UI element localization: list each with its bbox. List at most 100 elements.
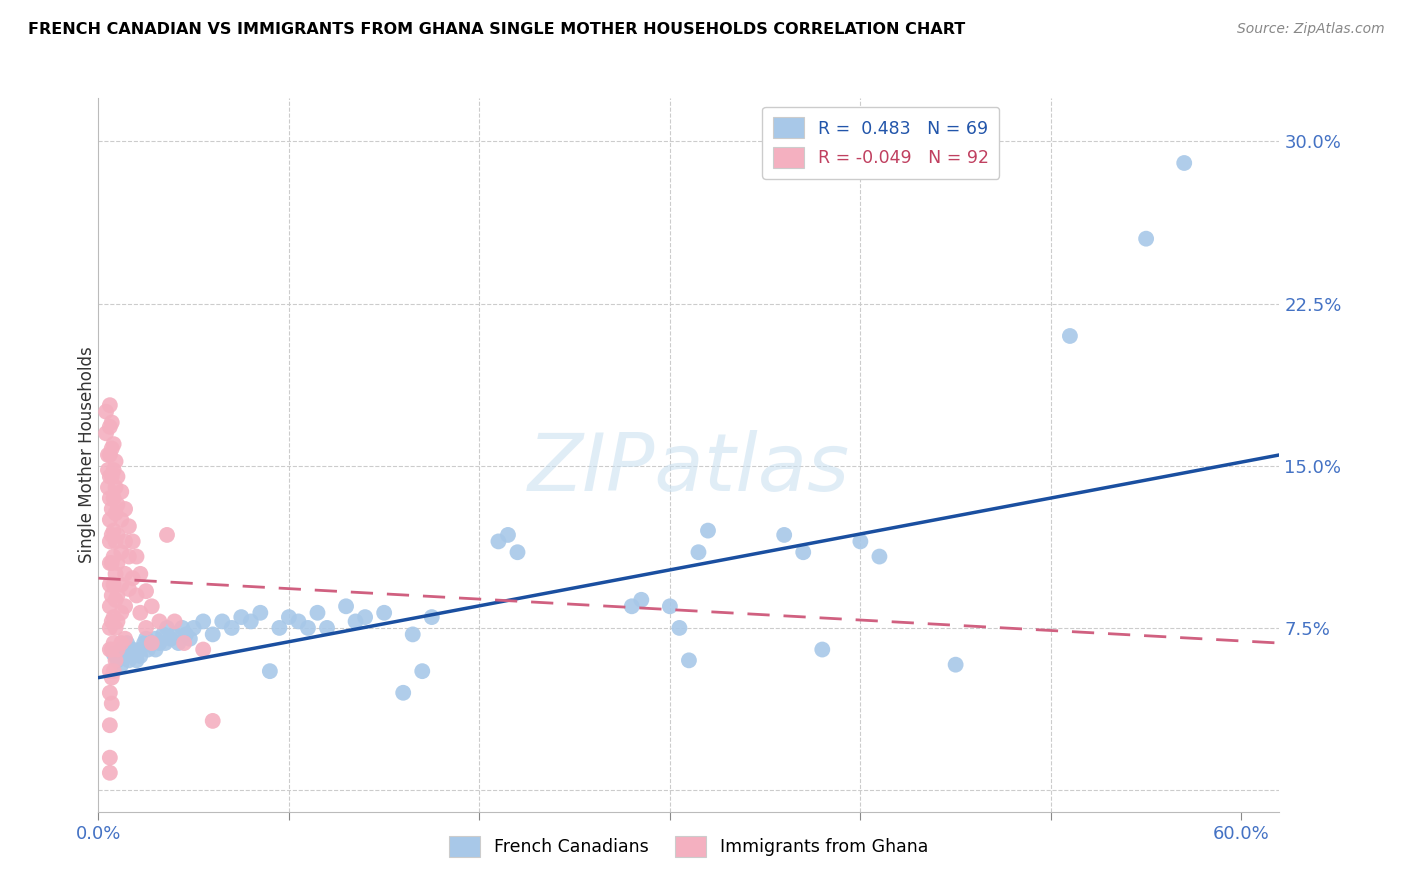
Point [201, 627, 224, 641]
Point [259, 664, 281, 678]
Text: FRENCH CANADIAN VS IMMIGRANTS FROM GHANA SINGLE MOTHER HOUSEHOLDS CORRELATION CH: FRENCH CANADIAN VS IMMIGRANTS FROM GHANA… [28, 22, 966, 37]
Point [287, 615, 309, 629]
Point [100, 528, 122, 542]
Point [193, 642, 215, 657]
Point [97, 463, 120, 477]
Point [125, 647, 148, 661]
Point [103, 647, 125, 661]
Point [104, 592, 127, 607]
Point [104, 566, 127, 581]
Point [134, 636, 156, 650]
Point [277, 610, 299, 624]
Point [114, 534, 136, 549]
Point [159, 632, 181, 646]
Point [115, 636, 138, 650]
Point [496, 528, 519, 542]
Point [110, 657, 132, 672]
Point [792, 545, 814, 559]
Point [100, 416, 122, 430]
Point [201, 714, 224, 728]
Point [98, 577, 121, 591]
Point [103, 437, 125, 451]
Point [104, 454, 127, 468]
Point [103, 610, 125, 624]
Point [1173, 156, 1195, 170]
Point [114, 566, 136, 581]
Point [141, 636, 163, 650]
Point [98, 765, 121, 780]
Legend: French Canadians, Immigrants from Ghana: French Canadians, Immigrants from Ghana [443, 829, 935, 863]
Point [100, 671, 122, 685]
Point [868, 549, 890, 564]
Point [129, 606, 152, 620]
Point [125, 549, 148, 564]
Point [678, 653, 700, 667]
Point [121, 648, 143, 663]
Point [104, 621, 127, 635]
Point [98, 718, 121, 732]
Point [141, 599, 163, 614]
Point [97, 448, 120, 462]
Y-axis label: Single Mother Households: Single Mother Households [79, 347, 96, 563]
Point [107, 556, 129, 570]
Point [402, 627, 425, 641]
Point [118, 582, 141, 596]
Point [104, 534, 127, 549]
Point [100, 469, 122, 483]
Point [114, 632, 136, 646]
Point [121, 642, 143, 657]
Point [335, 599, 357, 614]
Point [141, 636, 163, 650]
Point [110, 577, 132, 591]
Point [344, 615, 367, 629]
Point [98, 599, 121, 614]
Point [297, 621, 319, 635]
Point [148, 615, 170, 629]
Point [103, 664, 125, 678]
Point [94, 405, 117, 419]
Point [135, 632, 157, 646]
Text: Source: ZipAtlas.com: Source: ZipAtlas.com [1237, 22, 1385, 37]
Point [110, 642, 132, 657]
Point [136, 642, 159, 657]
Point [152, 627, 174, 641]
Point [98, 398, 121, 412]
Point [103, 463, 125, 477]
Point [100, 642, 122, 657]
Point [104, 506, 127, 520]
Point [354, 610, 377, 624]
Point [98, 686, 121, 700]
Point [107, 469, 129, 483]
Point [135, 584, 157, 599]
Point [100, 589, 122, 603]
Point [183, 621, 205, 635]
Point [129, 642, 152, 657]
Point [110, 484, 132, 499]
Point [94, 426, 117, 441]
Point [100, 442, 122, 456]
Point [156, 621, 179, 635]
Point [697, 524, 720, 538]
Point [392, 686, 415, 700]
Point [156, 528, 179, 542]
Point [104, 480, 127, 494]
Point [249, 606, 271, 620]
Point [98, 534, 121, 549]
Point [110, 636, 132, 650]
Point [107, 642, 129, 657]
Point [373, 606, 395, 620]
Point [103, 491, 125, 505]
Point [153, 636, 176, 650]
Point [104, 653, 127, 667]
Point [100, 556, 122, 570]
Point [107, 528, 129, 542]
Point [98, 664, 121, 678]
Point [163, 627, 186, 641]
Point [98, 750, 121, 764]
Point [103, 549, 125, 564]
Point [98, 556, 121, 570]
Point [411, 664, 433, 678]
Point [118, 653, 141, 667]
Point [98, 448, 121, 462]
Point [107, 615, 129, 629]
